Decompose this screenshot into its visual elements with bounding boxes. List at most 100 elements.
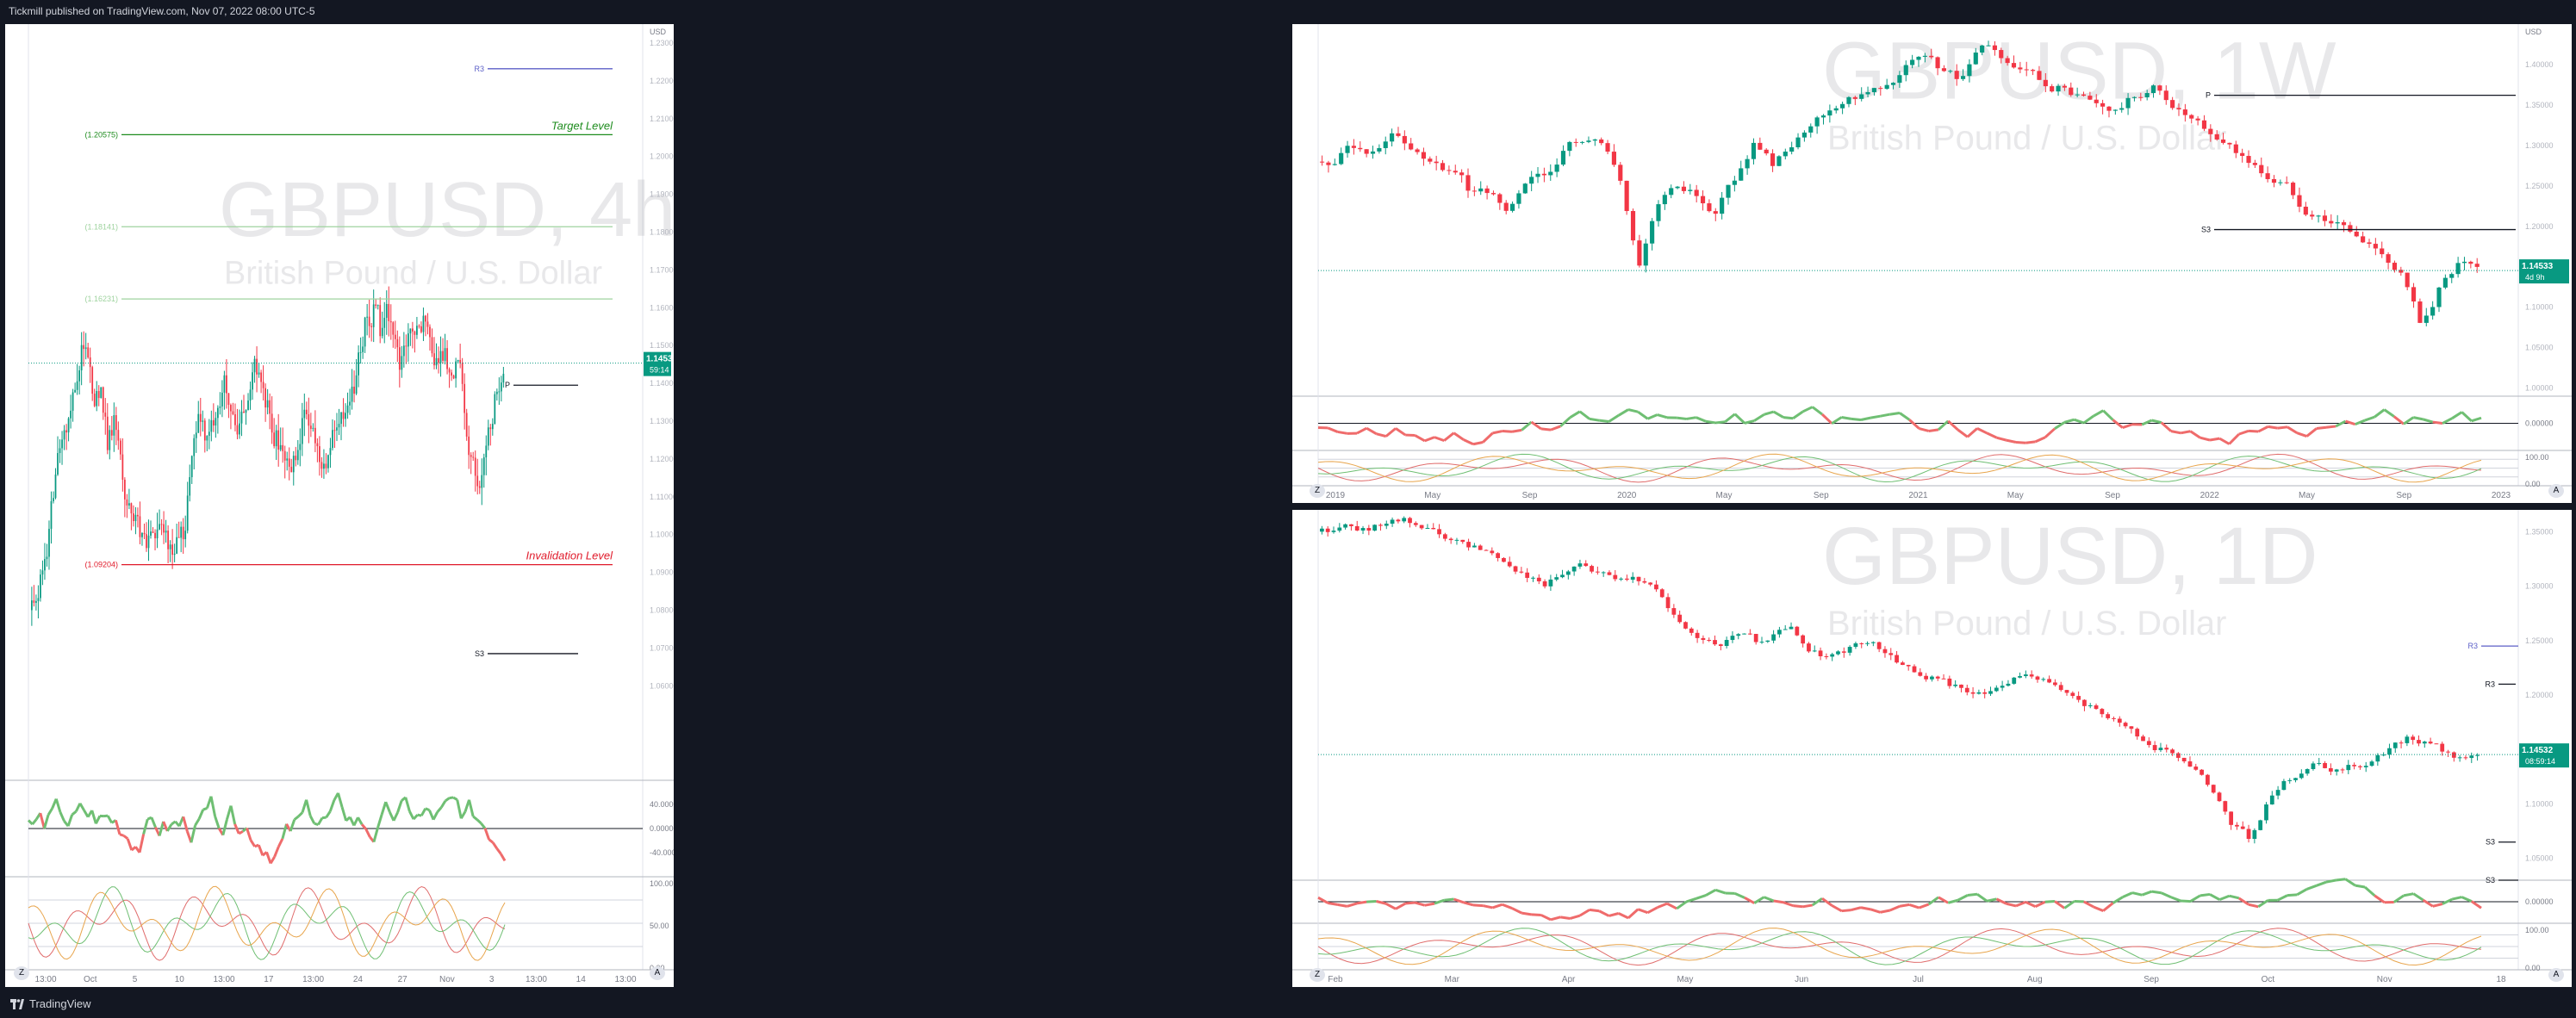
- oscillator-segment: [1811, 406, 1823, 416]
- candle-body: [2157, 85, 2162, 91]
- oscillator-segment: [1395, 427, 1407, 437]
- candle-body: [2354, 231, 2359, 237]
- z-button[interactable]: Z: [1310, 968, 1325, 982]
- oscillator-segment: [2238, 429, 2249, 436]
- oscillator-segment: [364, 828, 371, 838]
- candle-body: [44, 559, 46, 571]
- candle-body: [1906, 665, 1911, 667]
- level-label: R3: [474, 65, 484, 73]
- candle-body: [2175, 753, 2181, 758]
- auto-scale-button[interactable]: A: [650, 966, 665, 980]
- oscillator-segment: [1714, 888, 1726, 895]
- oscillator-segment: [1424, 902, 1435, 907]
- candle-body: [1827, 110, 1832, 116]
- candle-body: [2006, 683, 2011, 686]
- candle-body: [308, 414, 310, 426]
- oscillator-segment: [2015, 441, 2026, 444]
- candle-body: [1871, 88, 1877, 93]
- candle-body: [1852, 96, 1857, 99]
- candle-body: [346, 405, 349, 413]
- oscillator-segment: [1744, 419, 1755, 425]
- oscillator-segment: [2161, 891, 2172, 899]
- candle-body: [2235, 824, 2239, 827]
- oscillator-segment: [1783, 416, 1794, 420]
- x-tick-label: Sep: [2144, 975, 2159, 984]
- chart-panel-1d[interactable]: GBPUSD, 1D British Pound / U.S. Dollar 1.3…: [1292, 510, 2572, 987]
- oscillator-segment: [480, 822, 487, 829]
- candle-body: [2252, 163, 2257, 165]
- oscillator-segment: [2442, 897, 2453, 905]
- oscillator-segment: [1947, 419, 1959, 431]
- candle-body: [2041, 679, 2046, 680]
- oscillator-segment: [2364, 415, 2375, 422]
- oscillator-segment: [122, 835, 129, 841]
- candle-body: [1472, 545, 1477, 548]
- candle-body: [2112, 109, 2118, 111]
- chart-panel-1w[interactable]: GBPUSD, 1W British Pound / U.S. Dollar USD…: [1292, 24, 2572, 503]
- oscillator-segment: [1947, 898, 1958, 904]
- candle-body: [1648, 582, 1653, 585]
- oscillator-segment: [2181, 899, 2191, 903]
- oscillator-segment: [476, 818, 482, 824]
- candle-body: [1954, 71, 1959, 79]
- oscillator-segment: [2054, 421, 2066, 430]
- x-tick-label: Sep: [2105, 491, 2120, 500]
- candle-body: [41, 570, 44, 575]
- oscillator-segment: [1395, 902, 1406, 910]
- y-tick-label: 1.11000: [650, 493, 674, 501]
- oscillator-segment: [1646, 906, 1658, 914]
- candle-body: [2387, 748, 2392, 755]
- candle-body: [128, 503, 130, 506]
- candle-body: [1895, 655, 1899, 663]
- candle-body: [1830, 654, 1835, 657]
- oscillator-segment: [2093, 409, 2104, 418]
- level-label: S3: [475, 649, 484, 658]
- chart-panel-4h[interactable]: GBPUSD, 4h British Pound / U.S. Dollar USD…: [5, 24, 674, 987]
- oscillator-segment: [1802, 903, 1813, 909]
- tradingview-brand[interactable]: TradingView: [10, 997, 91, 1010]
- oscillator-segment: [90, 810, 97, 824]
- candle-body: [240, 411, 243, 424]
- z-button[interactable]: Z: [1310, 484, 1325, 498]
- candle-body: [1694, 189, 1699, 196]
- candle-body: [1472, 190, 1477, 192]
- x-tick-label: May: [2299, 491, 2315, 500]
- candle-body: [1656, 204, 1661, 221]
- candle-body: [46, 556, 48, 560]
- candle-body: [1758, 142, 1763, 150]
- candle-body: [442, 351, 444, 361]
- candle-body: [1922, 55, 1927, 57]
- candle-body: [84, 347, 87, 350]
- candle-body: [429, 326, 431, 338]
- candle-body: [2112, 717, 2116, 719]
- candle-body: [327, 455, 329, 469]
- watermark-name: British Pound / U.S. Dollar: [1827, 119, 2226, 157]
- x-tick-label: 2023: [2492, 491, 2511, 500]
- candle-body: [96, 391, 98, 407]
- oscillator-segment: [1356, 426, 1367, 435]
- oscillator-segment: [2209, 437, 2220, 442]
- candle-body: [271, 413, 273, 433]
- candle-body: [264, 388, 266, 408]
- osc2-line: [1317, 928, 2482, 965]
- z-button[interactable]: Z: [14, 966, 29, 980]
- candle-body: [239, 423, 240, 435]
- oscillator-segment: [1677, 416, 1687, 420]
- candle-body: [362, 346, 364, 352]
- auto-scale-button[interactable]: A: [2548, 968, 2564, 982]
- oscillator-segment: [2218, 894, 2231, 902]
- oscillator-segment: [2141, 890, 2153, 897]
- candle-body: [2018, 67, 2023, 70]
- candle-body: [1428, 158, 1433, 162]
- oscillator-segment: [2412, 892, 2424, 902]
- x-tick-label: Aug: [2027, 975, 2043, 984]
- candle-body: [502, 374, 505, 383]
- oscillator-segment: [1976, 427, 1988, 435]
- candle-body: [216, 407, 219, 419]
- candle-body: [2012, 677, 2017, 684]
- candle-body: [182, 526, 184, 540]
- auto-scale-button[interactable]: A: [2548, 484, 2564, 498]
